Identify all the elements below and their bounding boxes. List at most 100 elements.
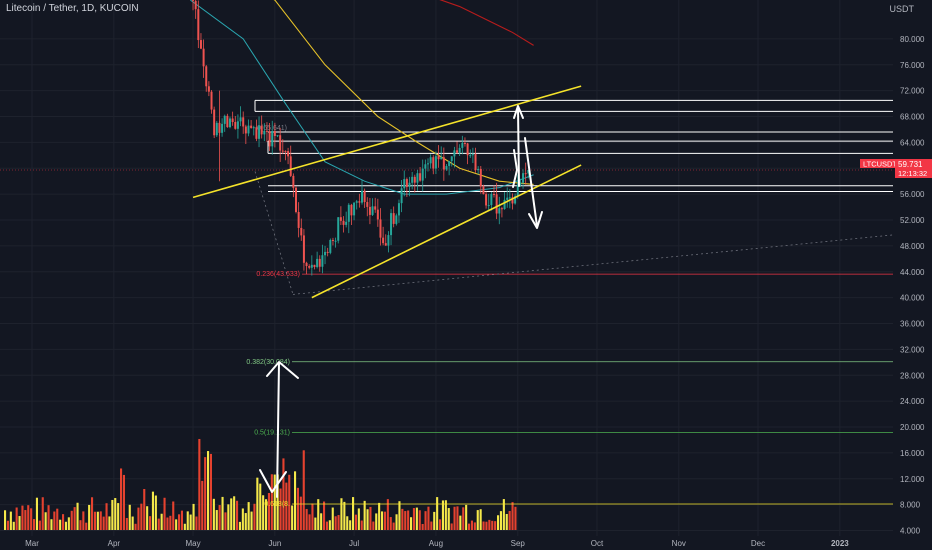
volume-bar	[146, 506, 149, 530]
volume-bar	[323, 501, 326, 530]
candle-body	[421, 168, 424, 181]
channel-upper-line	[192, 85, 582, 199]
volume-bar	[111, 499, 114, 530]
volume-bar	[82, 511, 85, 530]
volume-bar	[383, 511, 386, 530]
volume-bar	[154, 495, 157, 530]
volume-bar	[485, 521, 488, 530]
volume-bar	[44, 512, 47, 530]
volume-bar	[227, 504, 230, 530]
candle-body	[477, 168, 480, 171]
candle-body	[260, 125, 263, 135]
candle-body	[485, 194, 488, 206]
arrow-up-right-head	[513, 105, 524, 119]
y-tick-label: 40.000	[900, 294, 925, 303]
time-axis[interactable]: Mar Apr May Jun Jul Aug Sep Oct Nov Dec 2023	[25, 539, 849, 548]
candle-body	[284, 150, 287, 152]
volume-bar	[134, 523, 137, 530]
volume-bar	[204, 457, 207, 530]
volume-bar	[363, 500, 366, 530]
x-tick-label: Jun	[268, 539, 281, 548]
volume-bar	[9, 511, 12, 530]
candle-body	[458, 147, 461, 153]
volume-bar	[38, 520, 41, 530]
volume-bar	[352, 497, 355, 530]
price-box	[895, 159, 932, 178]
price-axis[interactable]: 4.000 8.000 12.000 16.000 20.000 24.000 28.000…	[900, 35, 925, 536]
candle-body	[461, 143, 464, 148]
volume-bar	[276, 474, 279, 530]
x-tick-label: Apr	[108, 539, 121, 548]
candle-body	[466, 143, 469, 156]
volume-bar	[421, 523, 424, 530]
volume-bar	[473, 522, 476, 530]
volume-bar	[511, 502, 514, 530]
candle-body	[450, 156, 453, 162]
arrow-down-right-head	[528, 211, 543, 229]
volume-bar	[35, 497, 38, 530]
candle-body	[503, 199, 506, 210]
volume-bar	[131, 516, 134, 530]
volume-bar	[459, 515, 462, 530]
candle-body	[363, 190, 366, 203]
volume-bar	[331, 507, 334, 530]
candle-body	[221, 123, 224, 133]
volume-bar	[212, 498, 215, 530]
volume-bar	[296, 487, 299, 530]
candle-body	[316, 258, 319, 268]
arrow-up-long	[276, 362, 280, 498]
y-tick-label: 44.000	[900, 268, 925, 277]
symbol-title[interactable]: Litecoin / Tether, 1D, KUCOIN	[6, 3, 139, 14]
candle-body	[493, 194, 495, 196]
volume-bar	[343, 501, 346, 530]
volume-bar	[468, 523, 471, 530]
volume-bar	[122, 474, 125, 530]
volume-bar	[175, 519, 178, 530]
y-tick-label: 16.000	[900, 449, 925, 458]
volume-bar	[233, 496, 236, 530]
volume-bar	[314, 517, 317, 530]
candle-body	[474, 154, 477, 171]
volume-bar	[96, 511, 99, 530]
candle-body	[379, 219, 382, 238]
volume-bar	[502, 499, 505, 530]
volume-bar	[505, 513, 508, 530]
volume-bar	[317, 499, 320, 530]
candle-body	[205, 66, 208, 87]
candle-body	[247, 125, 250, 134]
channel-lower-line	[311, 164, 582, 299]
volume-bar	[311, 503, 314, 530]
candle-body	[210, 91, 213, 110]
candle-body	[442, 157, 445, 170]
volume-bar	[424, 511, 427, 530]
volume-bar	[218, 505, 221, 530]
volume-bar	[30, 508, 33, 530]
volume-bar	[267, 493, 270, 530]
volume-bar	[76, 502, 79, 530]
volume-bar	[108, 516, 111, 530]
volume-bar	[157, 518, 160, 530]
volume-bar	[398, 501, 401, 530]
annotations	[259, 105, 543, 498]
volume-bar	[6, 520, 9, 530]
trend-channel[interactable]	[192, 85, 582, 299]
volume-bar	[494, 521, 497, 530]
volume-bar	[407, 510, 410, 530]
moving-averages	[190, 0, 534, 195]
candle-body	[469, 155, 472, 157]
volume-bar	[24, 510, 27, 530]
arrow-up-head	[266, 361, 299, 379]
candle-body	[223, 115, 226, 124]
candle-body	[226, 115, 229, 128]
candle-body	[371, 206, 374, 215]
fib-level-label: 0.618(8.	[264, 501, 290, 508]
x-tick-label: May	[185, 539, 200, 548]
volume-bar	[346, 516, 349, 530]
volume-bar	[470, 520, 473, 530]
volume-bar	[178, 514, 181, 530]
y-tick-label: 36.000	[900, 320, 925, 329]
volume-bar	[514, 506, 517, 530]
candle-body	[192, 0, 195, 1]
